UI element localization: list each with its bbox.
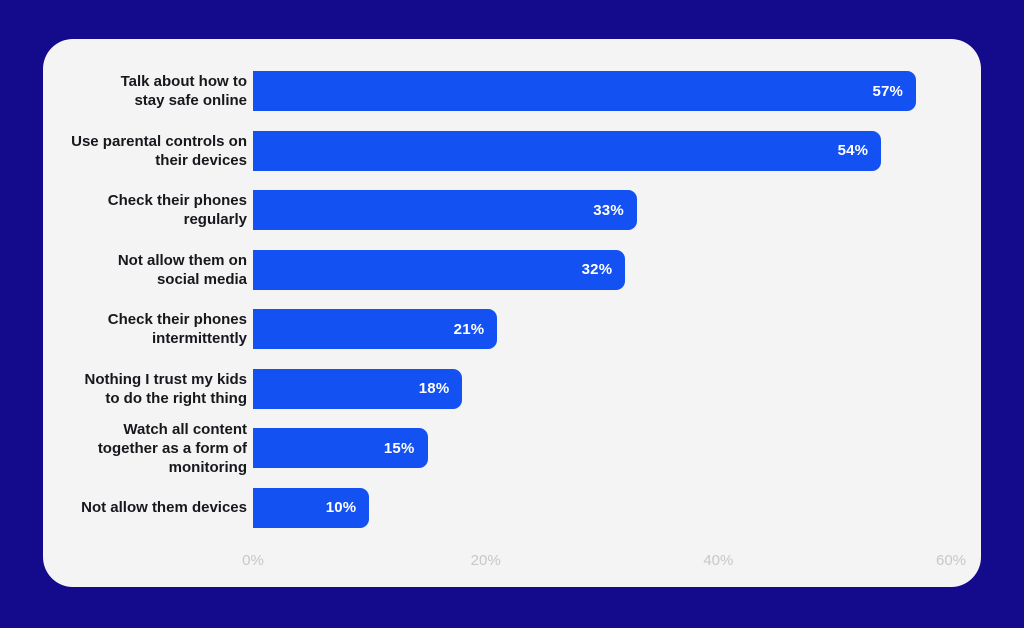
bar: 15%: [253, 428, 428, 468]
bar: 32%: [253, 249, 626, 290]
chart-row: Not allow them on social media 32%: [43, 249, 981, 290]
chart-row: Use parental controls on their devices 54…: [43, 130, 981, 171]
chart-row: Nothing I trust my kids to do the right …: [43, 368, 981, 409]
category-label: Not allow them on social media: [117, 251, 247, 288]
bar-track: 54%: [253, 130, 951, 171]
x-axis: 0% 20% 40% 60%: [242, 552, 966, 572]
bar-track: 57%: [253, 71, 951, 111]
bar: 21%: [253, 309, 498, 349]
category-label: Nothing I trust my kids to do the right …: [84, 370, 247, 407]
bar-value-label: 57%: [872, 82, 904, 100]
x-axis-tick-label: 40%: [703, 552, 734, 569]
bar: 10%: [253, 487, 370, 528]
bar-track: 21%: [253, 309, 951, 349]
chart-row: Talk about how to stay safe online 57%: [43, 71, 981, 111]
chart-card: Talk about how to stay safe online 57% Use…: [43, 39, 981, 587]
bar: 57%: [253, 71, 917, 111]
bar-track: 10%: [253, 487, 951, 528]
bar: 54%: [253, 130, 882, 171]
bar-value-label: 15%: [383, 439, 415, 457]
bar-track: 32%: [253, 249, 951, 290]
x-axis-tick-label: 0%: [242, 552, 264, 569]
x-axis-tick-label: 20%: [470, 552, 501, 569]
bar-track: 18%: [253, 368, 951, 409]
chart-row: Check their phones intermittently 21%: [43, 309, 981, 349]
chart-row: Not allow them devices 10%: [43, 487, 981, 528]
category-label: Watch all content together as a form of …: [97, 420, 247, 476]
x-axis-tick-label: 60%: [935, 552, 967, 569]
category-label: Use parental controls on their devices: [71, 132, 247, 169]
bar-track: 33%: [253, 190, 951, 230]
bar-value-label: 10%: [325, 499, 357, 516]
chart-rows: Talk about how to stay safe online 57% Use…: [43, 71, 981, 528]
bar-value-label: 32%: [581, 261, 613, 278]
bar: 33%: [253, 190, 637, 230]
chart-row: Check their phones regularly 33%: [43, 190, 981, 230]
bar-value-label: 54%: [837, 142, 869, 159]
bar-track: 15%: [253, 428, 951, 468]
category-label: Talk about how to stay safe online: [120, 73, 247, 109]
category-label: Not allow them devices: [81, 499, 247, 516]
category-label: Check their phones intermittently: [107, 311, 247, 347]
bar-value-label: 18%: [418, 380, 450, 397]
bar-value-label: 33%: [593, 201, 624, 219]
bar-value-label: 21%: [453, 320, 485, 338]
bar: 18%: [253, 368, 463, 409]
category-label: Check their phones regularly: [107, 192, 247, 228]
chart-row: Watch all content together as a form of …: [43, 421, 981, 476]
